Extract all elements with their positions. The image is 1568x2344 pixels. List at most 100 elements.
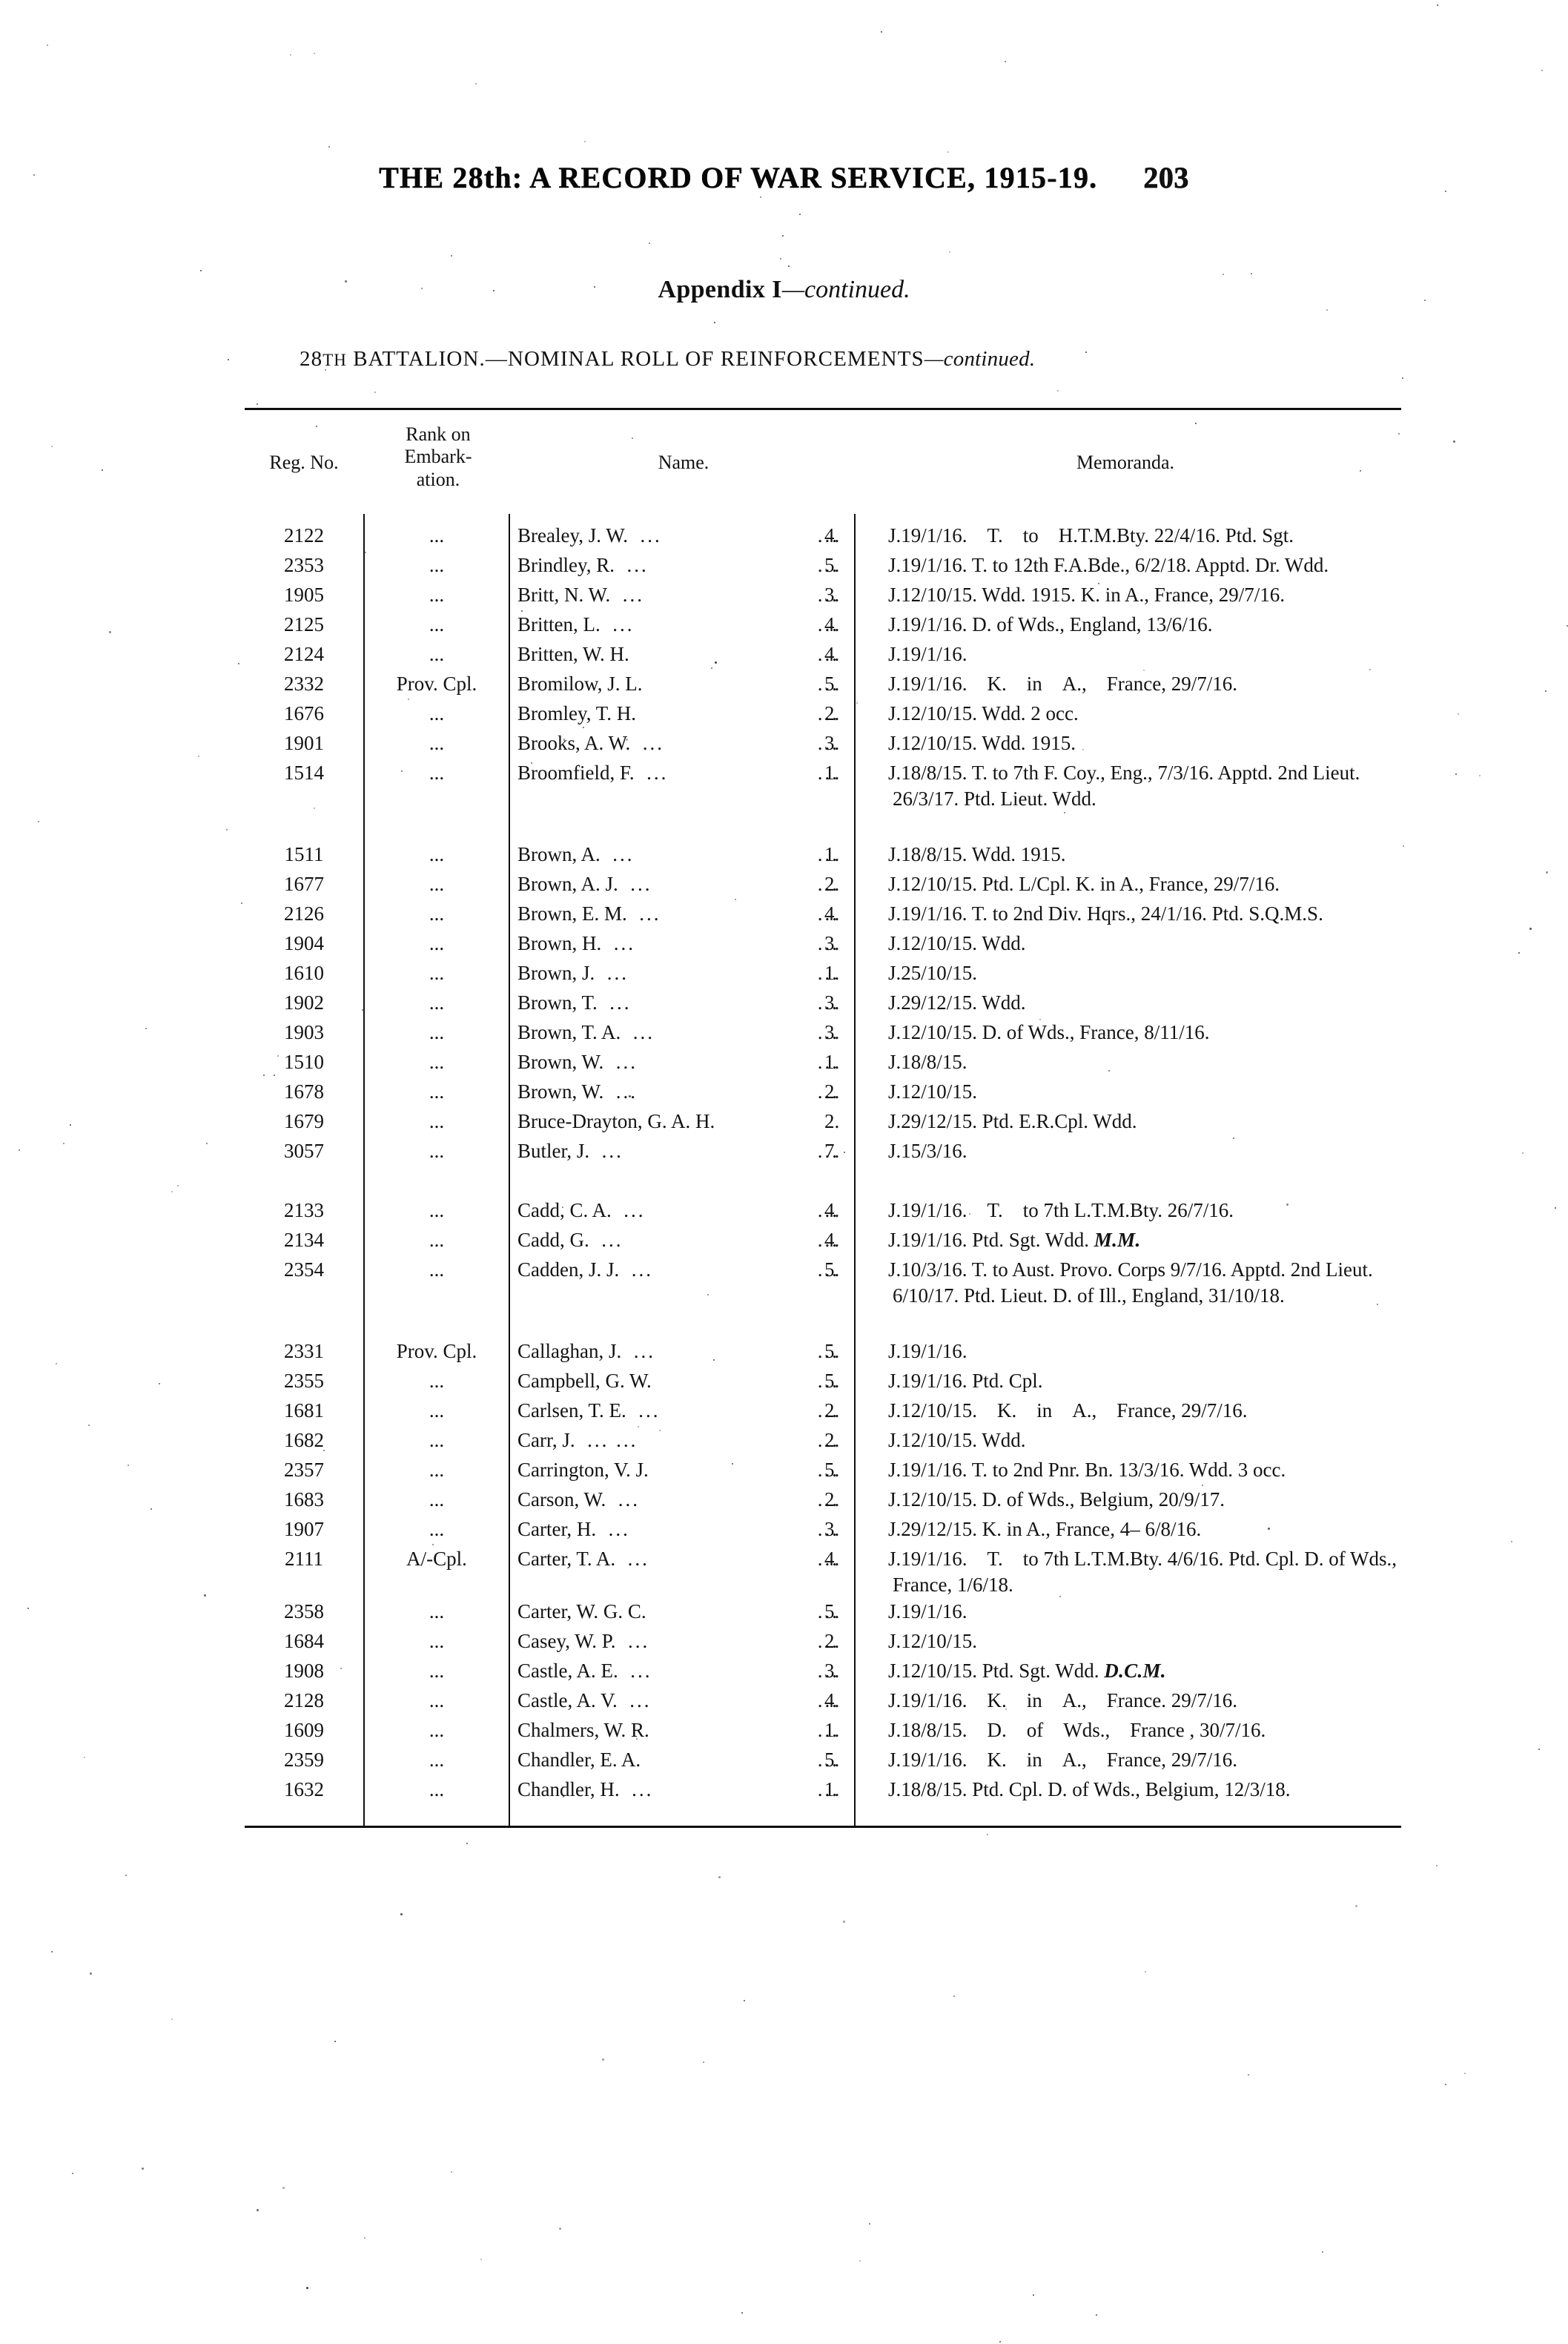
table-row: 1632... Chandler, H. ...... 1. J.18/8/15. P… [245,1777,1401,1806]
name-trailing-dots: ... [817,1370,839,1393]
name-leader-dots: ... [601,932,635,955]
memoranda-reinforcement-number: 4. [824,524,840,547]
name-leader-dots: ... [606,1488,641,1511]
name-trailing-dots: ... [817,1688,839,1711]
name-leader-dots: ... [589,1140,623,1163]
cell-reg-no: 2358 [284,1599,324,1622]
cell-rank: ... [429,1777,445,1800]
column-header-memoranda: Memoranda. [1076,452,1175,473]
table-row: 1908... Castle, A. E. ...... 3. J.12/10/15.… [245,1658,1401,1688]
cell-memoranda: 4. J.19/1/16. Ptd. Sgt. Wdd. M.M. [824,1227,1400,1253]
memoranda-text: J.18/8/15. D. of Wds., France , 30/7/16. [888,1718,1266,1741]
cell-reg-no: 1902 [284,991,324,1014]
cell-name: Casey, W. P. ...... [517,1628,850,1654]
name-trailing-dots: ... [817,702,839,724]
cell-reg-no: 1901 [284,732,324,754]
cell-name: Brooks, A. W. ...... [517,730,850,756]
name-leader-dots: ... [597,991,632,1014]
name-trailing-dots: ... [817,1748,839,1771]
name-trailing-dots: ... [817,1199,839,1222]
cell-reg-no: 1609 [284,1718,324,1741]
cell-name: Cadd, G. ...... [517,1227,850,1253]
memoranda-text: J.12/10/15. Wdd. [888,932,1026,955]
cell-rank: ... [429,1688,445,1711]
table-row: 1907... Carter, H. ...... 3. J.29/12/15. K.… [245,1516,1401,1546]
table-row: 2128... Castle, A. V. ...... 4. J.19/1/16. … [245,1688,1401,1717]
cell-memoranda: 2. J.12/10/15. [824,1628,1400,1654]
cell-name: Carter, H. ...... [517,1516,850,1542]
cell-name: Carson, W. ...... [517,1487,850,1513]
cell-memoranda: 4. J.19/1/16. T. to H.T.M.Bty. 22/4/16. P… [824,523,1400,549]
memoranda-reinforcement-number: 5. [824,1258,840,1281]
name-trailing-dots: ... [817,843,839,866]
cell-reg-no: 2359 [284,1748,324,1771]
soldier-name: Carter, T. A. [517,1548,616,1571]
cell-rank: ... [429,702,445,724]
cell-memoranda: 5. J.19/1/16. [824,1338,1400,1364]
cell-name: Butler, J. ...... [517,1138,850,1164]
soldier-name: Carrington, V. J. [517,1459,649,1482]
running-head-title: THE 28th: A RECORD OF WAR SERVICE, 1915-… [379,161,1098,195]
memoranda-text: J.12/10/15. [888,1080,978,1103]
soldier-name: Brown, W. [517,1051,604,1074]
name-leader-dots: ... [618,1659,652,1682]
soldier-name: Brown, T. A. [517,1021,621,1044]
cell-rank: ... [429,732,445,754]
table-row: 2357... Carrington, V. J.... 5. J.19/1/16. … [245,1457,1401,1487]
cell-name: Brealey, J. W. ...... [517,523,850,549]
body-column-divider-3 [854,514,856,1826]
table-row: 2124... Britten, W. H.... 4. J.19/1/16. [245,641,1401,671]
cell-name: Chandler, H. ...... [517,1777,850,1803]
cell-memoranda: 2. J.12/10/15. Ptd. L/Cpl. K. in A., Fran… [824,871,1400,897]
memoranda-reinforcement-number: 1. [824,1051,840,1074]
name-leader-dots: ... [600,613,635,635]
cell-memoranda: 2. J.12/10/15. [824,1079,1400,1105]
cell-rank: Prov. Cpl. [396,1340,477,1363]
memoranda-text: J.10/3/16. T. to Aust. Provo. Corps 9/7/… [888,1258,1373,1307]
cell-reg-no: 2331 [284,1340,324,1363]
memoranda-reinforcement-number: 2. [824,1488,840,1511]
table-row: 1609... Chalmers, W. R.... 1. J.18/8/15. D.… [245,1717,1401,1747]
name-leader-dots: ... [619,1258,653,1281]
memoranda-text: J.12/10/15. [888,1629,978,1652]
cell-memoranda: 4. J.19/1/16. T. to 2nd Div. Hqrs., 24/1/… [824,901,1400,927]
soldier-name: Brindley, R. [517,554,615,576]
memoranda-reinforcement-number: 4. [824,1229,840,1252]
column-header-name: Name. [658,452,709,473]
cell-reg-no: 2124 [284,643,324,665]
table-row: 2111 A/-Cpl. Carter, T. A. ...... 4. J.19/1/… [245,1546,1401,1598]
cell-name: Bruce-Drayton, G. A. H. [517,1109,850,1135]
cell-memoranda: 5. J.19/1/16. [824,1599,1400,1625]
memoranda-text: J.12/10/15. Wdd. 1915. K. in A., France,… [888,584,1285,606]
soldier-name: Broomfield, F. [517,762,635,784]
nominal-roll-table: Reg. No. Rank on Embark- ation. Name. Me… [245,408,1401,1828]
memoranda-reinforcement-number: 7. [824,1140,840,1163]
memoranda-reinforcement-number: 1. [824,962,840,985]
memoranda-reinforcement-number: 4. [824,643,840,665]
memoranda-text: J.12/10/15. Wdd. [888,1429,1026,1452]
name-trailing-dots: ... [817,524,839,547]
memoranda-reinforcement-number: 4. [824,1199,840,1222]
name-trailing-dots: ... [817,1629,839,1652]
memoranda-reinforcement-number: 1. [824,843,840,866]
name-trailing-dots: ... [817,1258,839,1281]
name-trailing-dots: ... [817,1229,839,1252]
table-row: 1676... Bromley, T. H.... 2. J.12/10/15. Wd… [245,701,1401,730]
cell-reg-no: 2125 [284,613,324,635]
name-leader-dots: ... [621,1340,655,1363]
cell-reg-no: 1905 [284,584,324,606]
cell-name: Brown, H. ...... [517,931,850,957]
memoranda-reinforcement-number: 1. [824,1777,840,1800]
cell-rank: ... [429,1399,445,1422]
appendix-caption: Appendix I—continued. [0,276,1568,304]
cell-rank: ... [429,613,445,635]
memoranda-reinforcement-number: 3. [824,991,840,1014]
soldier-name: Brown, A. [517,843,601,866]
name-leader-dots: ... [617,1688,652,1711]
cell-memoranda: 3. J.12/10/15. D. of Wds., France, 8/11/1… [824,1020,1400,1046]
memoranda-text: J.12/10/15. Wdd. 1915. [888,732,1076,754]
table-row: 2133... Cadd, C. A. ...... 4. J.19/1/16. T.… [245,1198,1401,1227]
name-leader-dots: ... [618,873,652,896]
table-row: 2355... Campbell, G. W.... 5. J.19/1/16. Pt… [245,1368,1401,1398]
name-trailing-dots: ... [817,1518,839,1541]
